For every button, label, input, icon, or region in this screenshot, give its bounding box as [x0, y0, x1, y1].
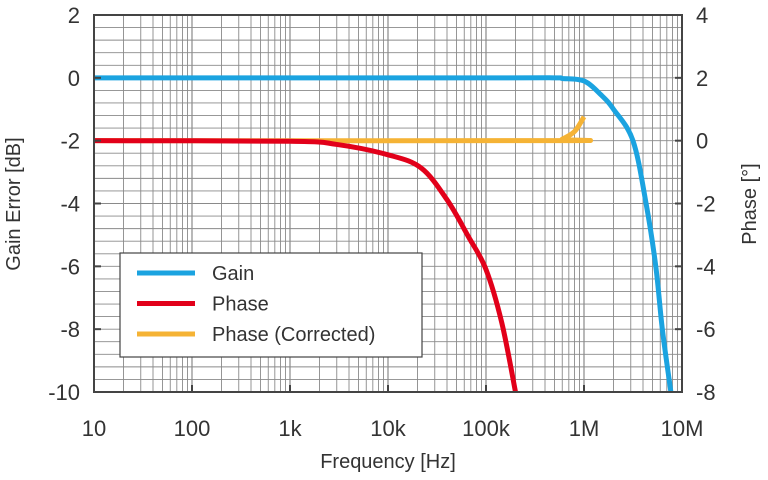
x-tick-label: 10M [661, 416, 704, 441]
ticks: 10 100 1k 10k 100k 1M 10M 2 0 -2 -4 -6 -8 -10 4 2 0 -2 -4 -… [48, 3, 715, 441]
x-axis-label: Frequency [Hz] [320, 451, 456, 473]
legend: Gain Phase Phase (Corrected) [119, 252, 423, 358]
y-tick-label: -4 [60, 192, 80, 217]
y-tick-label: 0 [68, 66, 80, 91]
y-tick-label: -10 [48, 380, 80, 405]
x-tick-label: 10k [370, 416, 406, 441]
x-tick-label: 1k [278, 416, 302, 441]
y-axis-label: Gain Error [dB] [3, 137, 25, 270]
legend-label: Phase (Corrected) [212, 324, 375, 346]
legend-label: Gain [212, 263, 254, 285]
y-tick-label: -8 [60, 317, 80, 342]
series-line-phase-corrected [94, 115, 593, 144]
series-line-phase [94, 138, 518, 392]
y2-axis-label: Phase [°] [739, 163, 761, 244]
y2-tick-label: -8 [696, 380, 716, 405]
y2-tick-label: 2 [696, 66, 708, 91]
y2-tick-label: 4 [696, 3, 708, 28]
curves [94, 75, 674, 392]
y2-tick-label: -6 [696, 317, 716, 342]
series-line-gain [94, 75, 674, 392]
x-tick-label: 100k [462, 416, 511, 441]
x-tick-label: 10 [82, 416, 106, 441]
y2-tick-label: -2 [696, 192, 716, 217]
y2-tick-label: -4 [696, 254, 716, 279]
x-tick-label: 100 [174, 416, 211, 441]
y-tick-label: -6 [60, 254, 80, 279]
x-tick-label: 1M [569, 416, 600, 441]
y-tick-label: 2 [68, 3, 80, 28]
y-tick-label: -2 [60, 129, 80, 154]
legend-label: Phase [212, 294, 269, 316]
y2-tick-label: 0 [696, 129, 708, 154]
